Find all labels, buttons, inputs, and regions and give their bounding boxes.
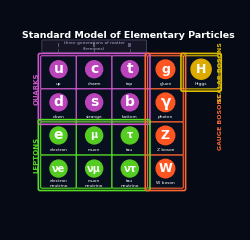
FancyBboxPatch shape (76, 56, 112, 89)
Text: GAUGE BOSONS: GAUGE BOSONS (217, 94, 222, 150)
Text: γ: γ (160, 95, 170, 110)
FancyBboxPatch shape (40, 122, 76, 155)
Text: strange: strange (86, 115, 102, 119)
FancyBboxPatch shape (40, 155, 76, 188)
Text: u: u (53, 62, 63, 76)
FancyBboxPatch shape (112, 89, 147, 122)
FancyBboxPatch shape (112, 56, 147, 89)
Text: photon: photon (157, 115, 172, 119)
Circle shape (50, 94, 67, 111)
Text: μ: μ (90, 131, 98, 140)
Text: bottom: bottom (122, 115, 137, 119)
FancyBboxPatch shape (40, 89, 76, 122)
Text: ντ: ντ (123, 163, 136, 174)
Circle shape (85, 127, 102, 144)
Circle shape (190, 59, 210, 79)
Text: τ: τ (126, 131, 132, 140)
Text: muon
neutrino: muon neutrino (84, 179, 103, 188)
Circle shape (121, 160, 138, 177)
Text: QUARKS: QUARKS (34, 73, 40, 105)
Text: b: b (124, 95, 134, 109)
Text: Z boson: Z boson (156, 148, 174, 152)
FancyBboxPatch shape (147, 89, 182, 122)
FancyBboxPatch shape (182, 56, 218, 89)
Text: W: W (158, 162, 172, 175)
Text: electron
neutrino: electron neutrino (49, 179, 68, 188)
FancyBboxPatch shape (42, 40, 146, 52)
Circle shape (156, 126, 174, 145)
FancyBboxPatch shape (76, 122, 112, 155)
Text: three generations of matter
(fermions): three generations of matter (fermions) (64, 41, 124, 51)
Text: d: d (53, 95, 63, 109)
Text: II: II (92, 43, 95, 48)
FancyBboxPatch shape (147, 155, 182, 188)
Text: c: c (90, 62, 98, 76)
Text: tau: tau (126, 148, 133, 152)
Text: I: I (58, 43, 59, 48)
FancyBboxPatch shape (112, 155, 147, 188)
Text: tau
neutrino: tau neutrino (120, 179, 139, 188)
Circle shape (50, 127, 67, 144)
Circle shape (121, 61, 138, 78)
FancyBboxPatch shape (40, 56, 76, 89)
Circle shape (121, 94, 138, 111)
Text: electron: electron (49, 148, 67, 152)
FancyBboxPatch shape (112, 122, 147, 155)
Circle shape (121, 127, 138, 144)
Circle shape (156, 159, 174, 178)
Text: LEPTONS: LEPTONS (34, 137, 40, 173)
FancyBboxPatch shape (76, 89, 112, 122)
Text: SCALAR BOSONS: SCALAR BOSONS (217, 42, 222, 102)
Circle shape (156, 93, 174, 112)
Text: H: H (195, 63, 205, 76)
Text: III: III (127, 43, 132, 48)
Text: s: s (90, 95, 98, 109)
Circle shape (50, 160, 67, 177)
Text: top: top (126, 82, 133, 86)
Text: charm: charm (87, 82, 101, 86)
Circle shape (85, 160, 102, 177)
Text: Higgs: Higgs (194, 82, 206, 86)
Circle shape (85, 94, 102, 111)
Text: Standard Model of Elementary Particles: Standard Model of Elementary Particles (22, 31, 234, 40)
Text: muon: muon (88, 148, 100, 152)
FancyBboxPatch shape (76, 155, 112, 188)
Text: t: t (126, 62, 132, 76)
Circle shape (156, 60, 174, 78)
Text: up: up (56, 82, 61, 86)
FancyBboxPatch shape (147, 56, 182, 89)
Text: νμ: νμ (87, 163, 101, 174)
Circle shape (50, 61, 67, 78)
Text: down: down (52, 115, 64, 119)
Text: gluon: gluon (159, 82, 171, 86)
Text: νe: νe (52, 163, 65, 174)
Text: e: e (54, 128, 63, 143)
Circle shape (85, 61, 102, 78)
Text: g: g (160, 63, 169, 76)
Text: W boson: W boson (156, 181, 174, 185)
FancyBboxPatch shape (147, 122, 182, 155)
Text: Z: Z (160, 129, 169, 142)
